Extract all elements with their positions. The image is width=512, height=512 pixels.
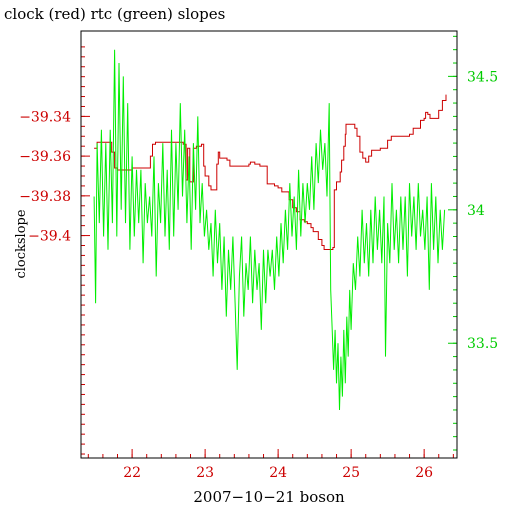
x-tick-label: 22 — [123, 465, 141, 481]
x-tick-label: 24 — [269, 465, 287, 481]
x-tick-label: 23 — [196, 465, 214, 481]
left-tick-label: −39.34 — [19, 109, 71, 125]
x-axis-label: 2007−10−21 boson — [193, 488, 345, 506]
y-axis-label: clockslope — [14, 209, 29, 278]
left-tick-label: −39.4 — [28, 229, 71, 245]
right-tick-label: 34.5 — [467, 69, 498, 85]
left-tick-label: −39.38 — [19, 189, 71, 205]
plot-frame — [80, 30, 458, 459]
left-tick-label: −39.36 — [19, 149, 71, 165]
x-tick-label: 25 — [342, 465, 360, 481]
x-tick-label: 26 — [415, 465, 433, 481]
right-tick-label: 33.5 — [467, 336, 498, 352]
axes-layer: −39.34 −39.36 −39.38 −39.4 34.5 34 33.5 22 23 24 2… — [19, 35, 498, 481]
series-layer — [93, 49, 447, 411]
right-tick-label: 34 — [467, 203, 485, 219]
chart-title: clock (red) rtc (green) slopes — [4, 5, 225, 23]
rtc-series-line — [93, 49, 446, 411]
